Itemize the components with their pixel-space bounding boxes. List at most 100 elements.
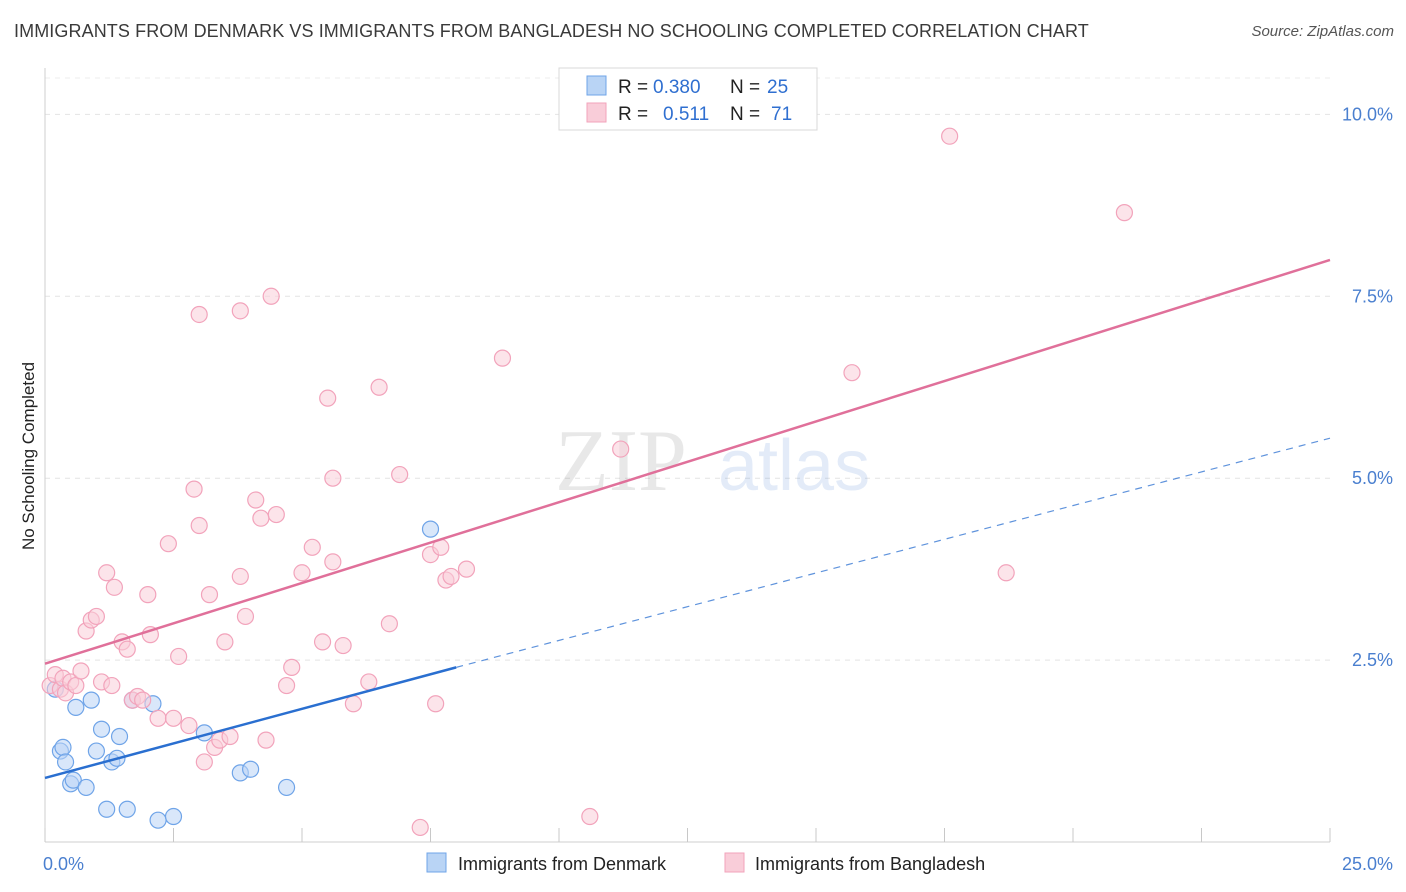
data-point [180, 716, 198, 735]
data-point [110, 727, 129, 746]
data-point [82, 691, 100, 709]
data-point [103, 676, 121, 695]
trend-line-denmark [44, 666, 457, 780]
data-point [380, 615, 398, 633]
data-point [134, 691, 152, 709]
data-point [313, 633, 332, 651]
data-point [170, 647, 188, 666]
data-point [334, 636, 352, 655]
data-point [612, 440, 630, 458]
trend-line-bangladesh [44, 258, 1331, 665]
data-point [159, 535, 177, 553]
data-point [164, 709, 183, 727]
data-point [87, 607, 106, 626]
data-point [149, 709, 167, 727]
data-point [64, 771, 82, 789]
data-point [98, 800, 116, 818]
data-point [427, 695, 445, 713]
legend-swatch-denmark [586, 75, 607, 96]
chart-title: IMMIGRANTS FROM DENMARK VS IMMIGRANTS FR… [14, 21, 1089, 41]
legend-box: R = 0.380 N = 25 R = 0.511 N = 71 [558, 67, 818, 131]
y-tick-label-1: 5.0% [1352, 468, 1393, 488]
data-point [190, 516, 208, 535]
data-point [997, 564, 1015, 582]
legend-r-label-bangladesh: R = [618, 104, 648, 125]
legend-n-value-bangladesh: 71 [771, 104, 792, 125]
data-point [87, 742, 106, 760]
bottom-legend-label-denmark: Immigrants from Denmark [458, 854, 667, 874]
data-point [216, 633, 234, 651]
data-point [421, 520, 440, 538]
data-point [457, 560, 476, 578]
data-point [56, 753, 75, 771]
data-point [391, 465, 409, 484]
data-point [236, 607, 255, 626]
data-point [118, 800, 136, 818]
data-point [164, 807, 183, 826]
data-point [190, 305, 208, 324]
data-point [411, 818, 429, 837]
x-tick-labels: 0.0% 25.0% [43, 854, 1393, 874]
data-point [324, 553, 342, 571]
data-point [283, 658, 301, 676]
data-point [324, 469, 342, 487]
data-point [1115, 204, 1134, 222]
data-point [98, 564, 116, 582]
data-point [242, 760, 260, 778]
data-point [77, 778, 95, 797]
y-tick-label-2: 7.5% [1352, 286, 1393, 306]
bottom-legend-label-bangladesh: Immigrants from Bangladesh [755, 854, 985, 874]
data-point [67, 676, 85, 695]
x-tick-label-1: 25.0% [1342, 854, 1393, 874]
data-point [54, 738, 72, 757]
bottom-legend-swatch-denmark [426, 852, 447, 873]
data-point [200, 586, 219, 604]
data-point [139, 586, 157, 604]
bottom-legend: Immigrants from Denmark Immigrants from … [426, 852, 985, 874]
y-tick-labels: 2.5% 5.0% 7.5% 10.0% [1342, 104, 1393, 670]
y-tick-label-3: 10.0% [1342, 104, 1393, 124]
legend-swatch-bangladesh [586, 102, 607, 123]
data-point [72, 662, 90, 680]
data-point [105, 578, 123, 596]
data-point [118, 640, 136, 658]
data-point [247, 491, 265, 509]
data-point [442, 567, 460, 586]
data-point [277, 676, 296, 695]
legend-n-label-denmark: N = [730, 77, 760, 98]
legend-n-label-bangladesh: N = [730, 104, 760, 125]
data-point [344, 695, 362, 713]
data-point [277, 778, 296, 797]
y-axis-label: No Schooling Completed [19, 362, 38, 550]
x-tick-label-0: 0.0% [43, 854, 84, 874]
watermark-atlas: atlas [718, 426, 870, 506]
data-point [195, 753, 213, 771]
data-point [67, 698, 85, 716]
data-point [149, 811, 167, 829]
data-point [370, 378, 388, 396]
legend-r-label-denmark: R = [618, 77, 648, 98]
bottom-legend-swatch-bangladesh [724, 852, 745, 873]
data-point [257, 731, 275, 749]
data-point [252, 509, 270, 527]
data-point [231, 302, 249, 320]
data-point [941, 127, 959, 145]
data-point [185, 480, 203, 498]
legend-r-value-bangladesh: 0.511 [663, 104, 709, 125]
source-label: Source: ZipAtlas.com [1251, 23, 1394, 40]
watermark-zip: ZIP [555, 413, 687, 510]
data-point [293, 564, 311, 582]
data-point [231, 567, 249, 586]
data-point [360, 673, 378, 691]
watermark: ZIP atlas [555, 413, 870, 510]
legend-n-value-denmark: 25 [767, 77, 788, 98]
data-point [581, 807, 599, 826]
data-point [92, 720, 111, 738]
data-point [843, 364, 861, 382]
axes [44, 68, 1331, 843]
y-tick-label-0: 2.5% [1352, 650, 1393, 670]
data-point [319, 389, 337, 407]
legend-r-value-denmark: 0.380 [653, 77, 701, 98]
data-point [262, 287, 280, 305]
